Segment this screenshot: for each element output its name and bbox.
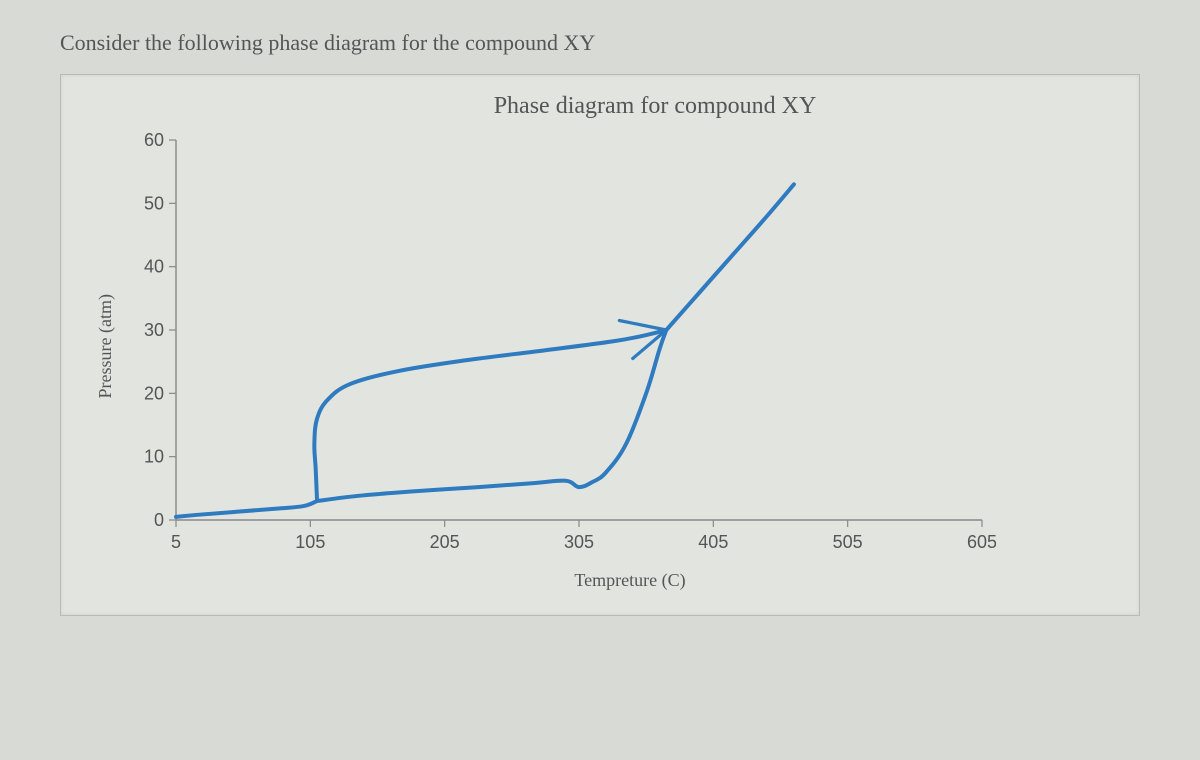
x-axis-label: Tempreture (C) [149,570,1111,591]
curve-critical-extension [666,184,794,330]
svg-text:0: 0 [154,510,164,530]
curve-fusion [314,330,666,501]
svg-text:50: 50 [144,193,164,213]
svg-text:10: 10 [144,447,164,467]
svg-text:5: 5 [171,532,181,552]
y-axis-label: Pressure (atm) [89,294,116,398]
phase-diagram-chart: Phase diagram for compound XY Pressure (… [60,74,1140,616]
svg-text:605: 605 [967,532,996,552]
prompt-text: Consider the following phase diagram for… [60,30,1140,56]
svg-text:30: 30 [144,320,164,340]
svg-text:505: 505 [833,532,863,552]
chart-title: Phase diagram for compound XY [199,93,1111,120]
plot-area: 01020304050605105205305405505605 [116,126,1111,566]
svg-text:405: 405 [698,532,728,552]
svg-text:105: 105 [295,532,325,552]
svg-text:305: 305 [564,532,594,552]
svg-text:40: 40 [144,257,164,277]
curve-arrow-upper [619,321,666,331]
svg-text:205: 205 [430,532,460,552]
curve-sublimation [176,501,317,517]
svg-text:60: 60 [144,130,164,150]
svg-text:20: 20 [144,383,164,403]
